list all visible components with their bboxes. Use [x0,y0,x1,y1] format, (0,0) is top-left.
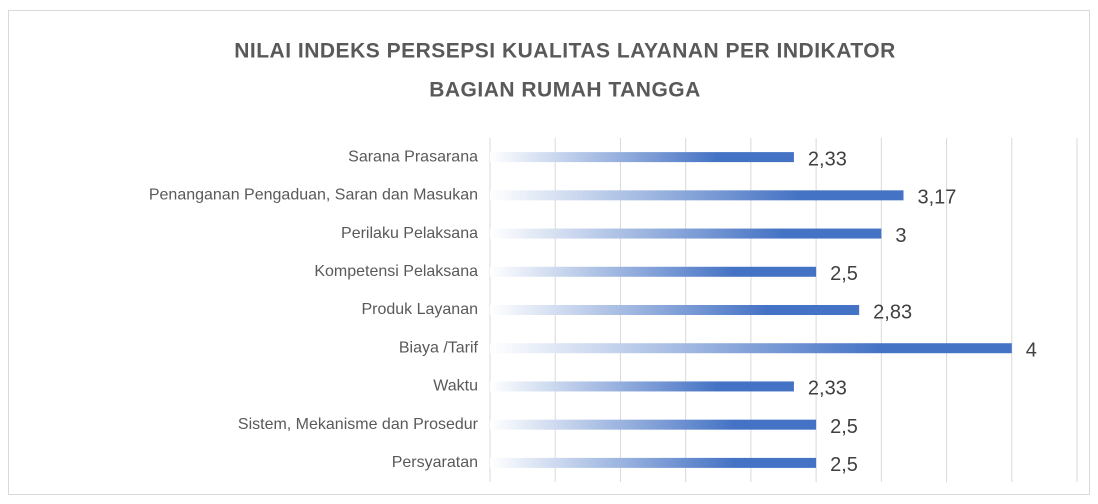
chart-border [8,10,1090,495]
data-label: 4 [1026,340,1037,362]
y-tick-label: Kompetensi Pelaksana [314,263,478,280]
y-tick-label: Produk Layanan [361,301,478,318]
bar [490,305,860,315]
chart-title: NILAI INDEKS PERSEPSI KUALITAS LAYANAN P… [234,40,896,63]
data-label: 2,5 [830,263,858,285]
bar [490,152,794,163]
data-label: 2,83 [873,301,912,323]
y-tick-label: Sistem, Mekanisme dan Prosedur [238,416,479,433]
y-tick-label: Perilaku Pelaksana [341,225,478,242]
y-tick-label: Sarana Prasarana [348,148,478,165]
bar [490,419,817,430]
data-label: 2,33 [808,148,847,170]
data-label: 3,17 [918,187,957,209]
data-label: 2,5 [830,454,858,476]
bar [490,266,817,277]
y-tick-label: Biaya /Tarif [399,339,479,356]
bar [490,343,1012,354]
chart-title: BAGIAN RUMAH TANGGA [429,79,701,102]
bar [490,190,904,201]
data-label: 2,5 [830,416,858,438]
bar [490,381,794,392]
y-tick-label: Penanganan Pengaduan, Saran dan Masukan [149,187,478,204]
y-tick-label: Waktu [433,378,478,395]
data-label: 3 [895,225,906,247]
data-label: 2,33 [808,378,847,400]
bar [490,228,882,239]
bar [490,457,817,468]
y-tick-label: Persyaratan [392,454,478,471]
